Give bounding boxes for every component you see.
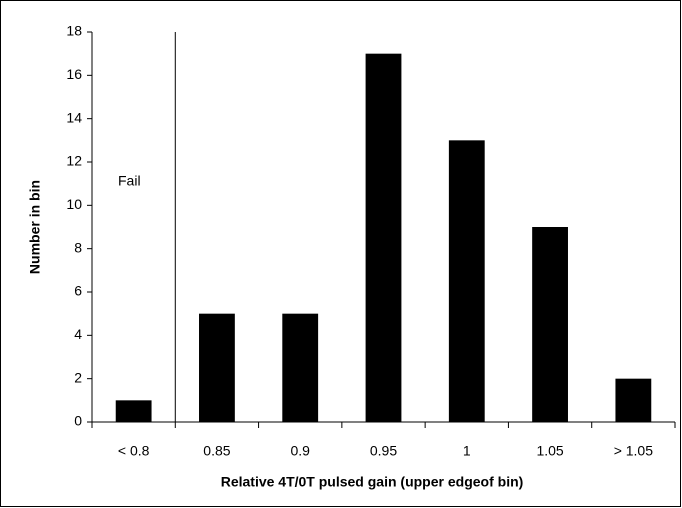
y-tick-label: 14 — [66, 109, 82, 125]
y-tick-label: 8 — [74, 239, 82, 255]
y-tick-label: 4 — [74, 326, 82, 342]
x-tick-label: 1 — [463, 443, 471, 459]
bar — [199, 313, 235, 422]
y-tick-label: 0 — [74, 413, 82, 429]
x-tick-label: < 0.8 — [118, 443, 150, 459]
x-tick-label: 0.9 — [290, 443, 310, 459]
y-tick-label: 2 — [74, 369, 82, 385]
y-tick-label: 10 — [66, 196, 82, 212]
annotation: Fail — [118, 173, 141, 189]
x-tick-label: > 1.05 — [614, 443, 654, 459]
bar — [365, 53, 402, 423]
x-axis-title: Relative 4T/0T pulsed gain (upper edgeof… — [221, 474, 524, 490]
bar — [282, 313, 319, 422]
y-tick-label: 16 — [66, 66, 82, 82]
x-tick-label: 0.95 — [370, 443, 397, 459]
bar — [615, 378, 652, 422]
y-tick-label: 18 — [66, 23, 82, 39]
y-axis-title: Number in bin — [27, 180, 43, 274]
x-tick-label: 1.05 — [536, 443, 563, 459]
y-tick-label: 6 — [74, 283, 82, 299]
bar — [448, 140, 485, 423]
bar — [532, 227, 568, 422]
x-tick-label: 0.85 — [203, 443, 230, 459]
y-tick-label: 12 — [66, 153, 82, 169]
bar — [115, 400, 152, 422]
